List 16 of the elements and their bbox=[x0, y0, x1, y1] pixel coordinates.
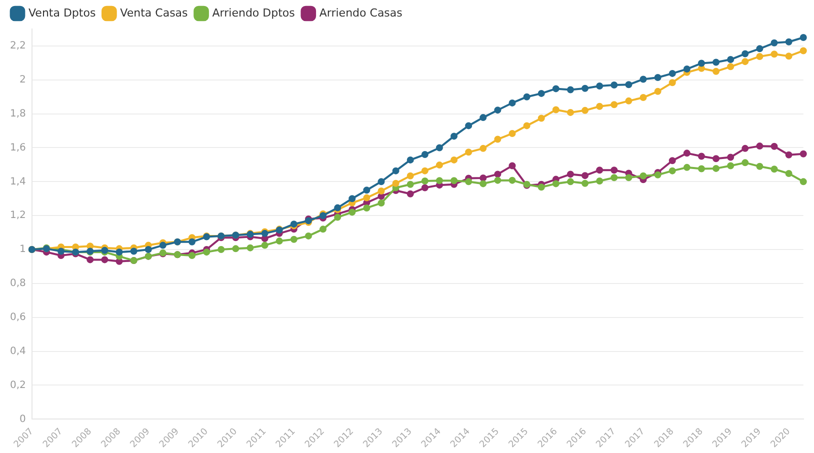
y-tick-label: 0,4 bbox=[10, 346, 26, 357]
legend-label: Venta Casas bbox=[120, 6, 188, 20]
y-tick-label: 0,8 bbox=[10, 278, 26, 290]
y-tick-label: 1,2 bbox=[10, 210, 26, 222]
y-tick-label: 0,2 bbox=[10, 380, 26, 391]
y-tick-label: 1,6 bbox=[10, 142, 26, 154]
y-tick-label: 1,4 bbox=[10, 176, 26, 188]
y-tick-label: 0,6 bbox=[10, 312, 26, 323]
legend-label: Venta Dptos bbox=[28, 6, 96, 20]
legend-label: Arriendo Dptos bbox=[212, 6, 296, 20]
y-tick-label: 2 bbox=[20, 74, 26, 86]
y-tick-label: 1 bbox=[20, 244, 26, 256]
y-tick-label: 0 bbox=[20, 414, 26, 425]
y-tick-label: 2,2 bbox=[10, 40, 26, 52]
y-tick-label: 1,8 bbox=[10, 108, 26, 120]
legend-label: Arriendo Casas bbox=[319, 6, 403, 20]
